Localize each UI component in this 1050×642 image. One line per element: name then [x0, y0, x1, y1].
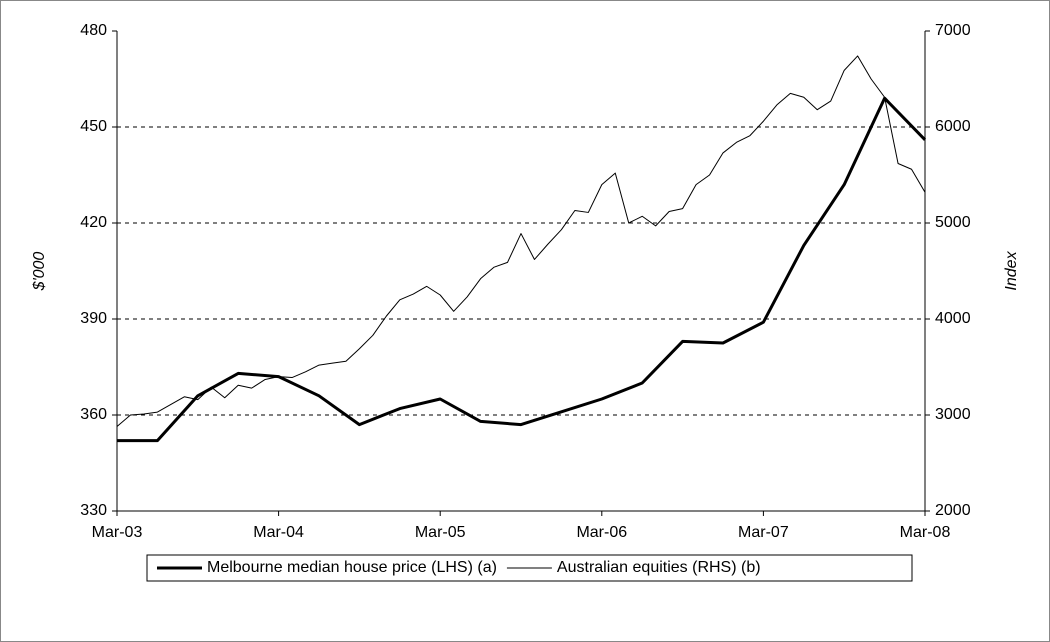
x-tick-label: Mar-08: [900, 524, 951, 541]
legend-label: Australian equities (RHS) (b): [557, 559, 761, 576]
x-tick-label: Mar-05: [415, 524, 466, 541]
y-tick-label: 480: [80, 22, 107, 39]
y-tick-label: 360: [80, 406, 107, 423]
series-line: [116, 55, 926, 427]
y2-tick-label: 2000: [935, 502, 971, 519]
y-axis-title: $'000: [31, 252, 48, 292]
y-tick-label: 330: [80, 502, 107, 519]
y-tick-label: 390: [80, 310, 107, 327]
x-tick-label: Mar-04: [253, 524, 304, 541]
y2-tick-label: 5000: [935, 214, 971, 231]
series-line: [117, 96, 927, 443]
y2-tick-label: 3000: [935, 406, 971, 423]
x-tick-label: Mar-03: [92, 524, 143, 541]
y2-tick-label: 4000: [935, 310, 971, 327]
y-tick-label: 450: [80, 118, 107, 135]
y2-tick-label: 6000: [935, 118, 971, 135]
x-tick-label: Mar-06: [576, 524, 627, 541]
y-tick-label: 420: [80, 214, 107, 231]
y2-tick-label: 7000: [935, 22, 971, 39]
x-tick-label: Mar-07: [738, 524, 789, 541]
y2-axis-title: Index: [1003, 250, 1020, 290]
legend-label: Melbourne median house price (LHS) (a): [207, 559, 497, 576]
